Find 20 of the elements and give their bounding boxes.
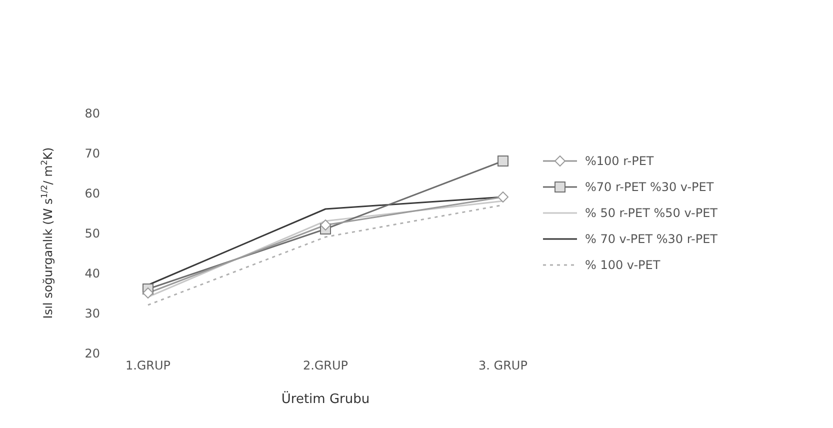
point <box>498 192 508 202</box>
y-tick-label: 40 <box>84 266 100 280</box>
y-tick-label: 20 <box>84 346 100 360</box>
y-tick-label: 50 <box>84 226 100 240</box>
y-tick-label: 80 <box>84 106 100 120</box>
legend-label: % 50 r-PET %50 v-PET <box>585 205 718 222</box>
legend-label: % 100 v-PET <box>585 257 660 274</box>
x-axis-title: Üretim Grubu <box>281 391 370 407</box>
x-tick-label: 1.GRUP <box>125 358 171 373</box>
y-tick-label: 60 <box>84 186 100 200</box>
legend-label: %100 r-PET <box>585 153 654 170</box>
point <box>320 220 331 230</box>
x-tick-label: 3. GRUP <box>478 358 528 373</box>
legend-label: %70 r-PET %30 v-PET <box>585 179 714 196</box>
y-tick-label: 30 <box>84 306 100 320</box>
point <box>498 156 508 166</box>
legend-label: % 70 v-PET %30 r-PET <box>585 231 718 248</box>
x-tick-label: 2.GRUP <box>302 358 348 373</box>
point <box>142 288 154 298</box>
y-tick-label: 70 <box>84 146 100 160</box>
